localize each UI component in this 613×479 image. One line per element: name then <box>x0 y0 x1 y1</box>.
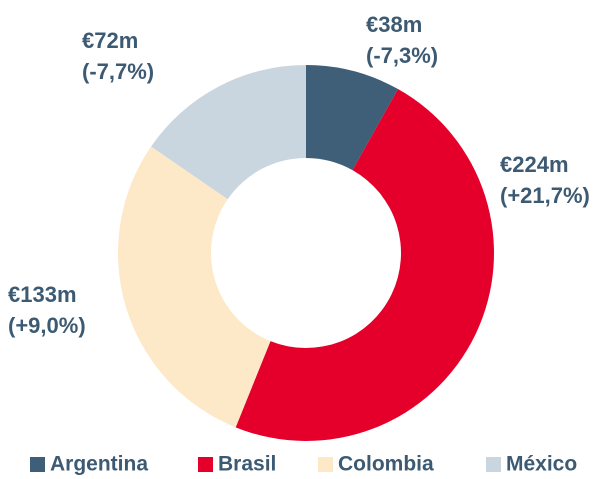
legend-swatch <box>486 457 501 472</box>
change-label: (-7,7%) <box>82 59 154 84</box>
change-label: (-7,3%) <box>366 43 438 68</box>
value-label: €224m <box>500 152 569 177</box>
value-label: €133m <box>8 282 77 307</box>
slice <box>151 65 306 200</box>
legend-label: Argentina <box>50 453 148 476</box>
legend-label: Brasil <box>218 453 276 476</box>
legend-label: Colombia <box>338 453 434 476</box>
value-label: €38m <box>366 12 422 37</box>
slice <box>235 89 494 441</box>
change-label: (+9,0%) <box>8 313 86 338</box>
slice <box>118 146 271 428</box>
legend-swatch <box>318 457 333 472</box>
change-label: (+21,7%) <box>500 183 590 208</box>
legend-swatch <box>30 457 45 472</box>
legend-label: México <box>506 453 577 476</box>
legend-swatch <box>198 457 213 472</box>
slice <box>306 65 398 171</box>
value-label: €72m <box>82 28 138 53</box>
